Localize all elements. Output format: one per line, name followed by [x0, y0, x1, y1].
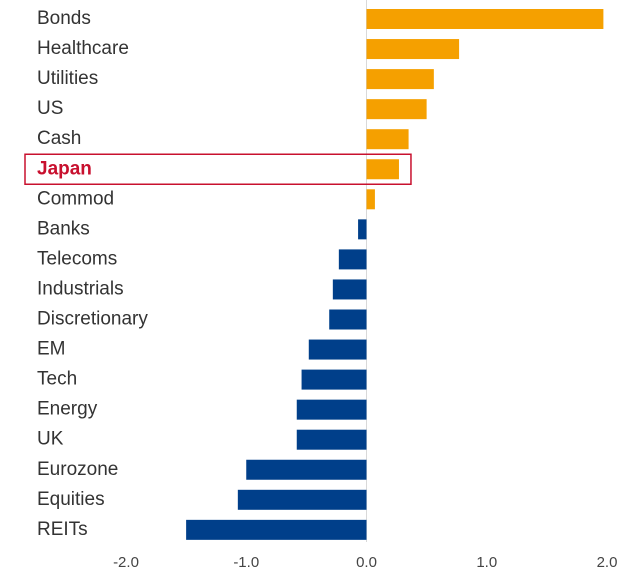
bar-japan — [366, 159, 399, 180]
bar-discretionary — [329, 309, 367, 330]
bar-utilities — [366, 69, 434, 90]
bar-em — [308, 339, 367, 360]
category-label-commod: Commod — [37, 188, 114, 209]
category-label-energy: Energy — [37, 399, 98, 420]
bar-reits — [186, 519, 367, 540]
bar-industrials — [332, 279, 367, 300]
category-label-reits: REITs — [37, 519, 88, 540]
category-label-cash: Cash — [37, 128, 81, 149]
category-label-utilities: Utilities — [37, 68, 98, 89]
x-tick-label: 0.0 — [356, 554, 377, 571]
category-label-equities: Equities — [37, 489, 105, 510]
bar-eurozone — [246, 459, 367, 480]
bar-us — [366, 99, 427, 120]
category-label-em: EM — [37, 339, 66, 360]
x-tick-labels-group: -2.0 -1.0 0.0 1.0 2.0 — [113, 554, 617, 571]
bar-equities — [237, 489, 367, 510]
category-label-us: US — [37, 98, 63, 119]
bar-healthcare — [366, 39, 460, 60]
category-label-banks: Banks — [37, 218, 90, 239]
category-label-eurozone: Eurozone — [37, 459, 118, 480]
bar-banks — [358, 219, 367, 240]
category-label-telecoms: Telecoms — [37, 248, 117, 269]
x-tick-label: -1.0 — [233, 554, 259, 571]
bars-group — [186, 9, 604, 540]
category-labels-group: Bonds Healthcare Utilities US Cash Japan Commo… — [37, 8, 148, 540]
bar-tech — [301, 369, 367, 390]
bar-uk — [296, 429, 367, 450]
x-tick-label: 2.0 — [597, 554, 618, 571]
highlight-box — [24, 153, 412, 185]
x-tick-label: 1.0 — [476, 554, 497, 571]
bar-cash — [366, 129, 409, 150]
category-label-industrials: Industrials — [37, 278, 124, 299]
category-label-tech: Tech — [37, 369, 77, 390]
category-label-uk: UK — [37, 429, 64, 450]
bar-commod — [366, 189, 375, 210]
category-label-japan: Japan — [37, 158, 92, 179]
x-tick-label: -2.0 — [113, 554, 139, 571]
category-label-bonds: Bonds — [37, 8, 91, 29]
bar-bonds — [366, 9, 604, 29]
bar-energy — [296, 399, 367, 420]
category-label-healthcare: Healthcare — [37, 38, 129, 59]
category-label-discretionary: Discretionary — [37, 309, 148, 330]
bar-telecoms — [338, 249, 367, 270]
